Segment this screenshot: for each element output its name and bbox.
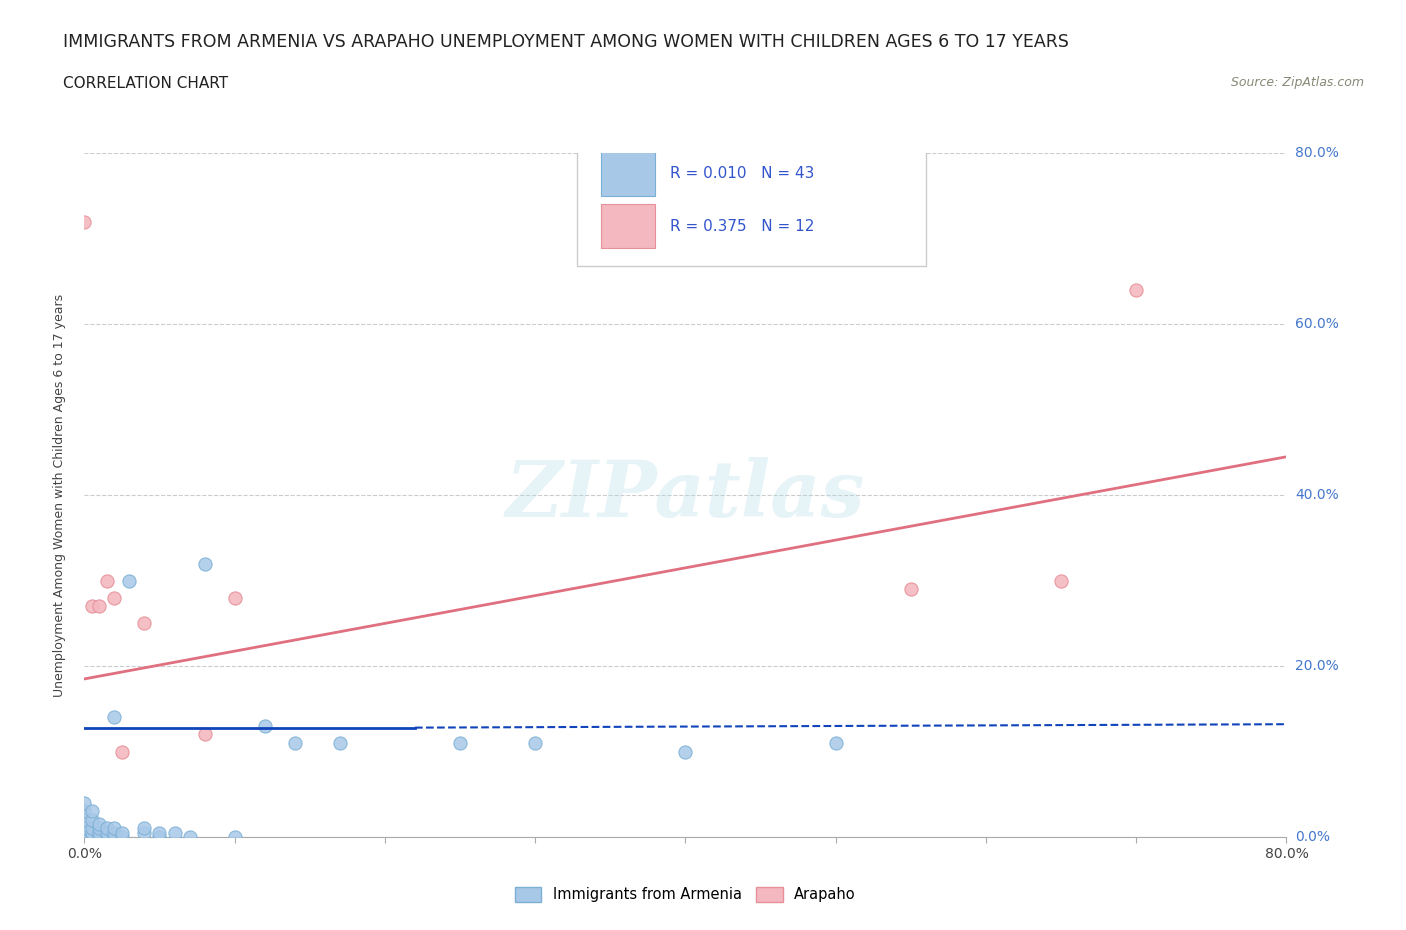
Point <box>73 813 96 828</box>
Point <box>824 736 846 751</box>
Point <box>103 591 125 605</box>
Point <box>194 556 217 571</box>
Point <box>194 727 217 742</box>
Point <box>329 736 352 751</box>
Text: R = 0.010   N = 43: R = 0.010 N = 43 <box>669 166 814 181</box>
Point <box>253 719 276 734</box>
Point <box>103 821 125 836</box>
Point <box>73 821 96 836</box>
Point <box>80 830 103 844</box>
Y-axis label: Unemployment Among Women with Children Ages 6 to 17 years: Unemployment Among Women with Children A… <box>53 294 66 697</box>
Point <box>103 710 125 724</box>
Point <box>80 813 103 828</box>
Point <box>89 825 111 840</box>
FancyBboxPatch shape <box>602 204 655 248</box>
Point <box>80 804 103 818</box>
Point <box>96 573 118 588</box>
Point <box>524 736 547 751</box>
Point <box>148 830 170 844</box>
Point <box>675 744 697 759</box>
Point <box>103 830 125 844</box>
Point <box>1125 283 1147 298</box>
Point <box>73 830 96 844</box>
Point <box>89 830 111 844</box>
Text: CORRELATION CHART: CORRELATION CHART <box>63 76 228 91</box>
Point <box>118 573 141 588</box>
Point <box>96 821 118 836</box>
Point <box>73 804 96 818</box>
Point <box>900 582 922 597</box>
Point <box>80 599 103 614</box>
Point <box>80 821 103 836</box>
Point <box>134 616 156 631</box>
Legend: Immigrants from Armenia, Arapaho: Immigrants from Armenia, Arapaho <box>509 882 862 909</box>
Point <box>163 825 186 840</box>
FancyBboxPatch shape <box>578 140 927 266</box>
Text: ZIPatlas: ZIPatlas <box>506 457 865 534</box>
Point <box>89 821 111 836</box>
Text: IMMIGRANTS FROM ARMENIA VS ARAPAHO UNEMPLOYMENT AMONG WOMEN WITH CHILDREN AGES 6: IMMIGRANTS FROM ARMENIA VS ARAPAHO UNEMP… <box>63 33 1069 50</box>
Text: 40.0%: 40.0% <box>1295 488 1339 502</box>
Point <box>111 825 134 840</box>
Point <box>96 825 118 840</box>
Point <box>80 825 103 840</box>
Point <box>73 795 96 810</box>
Point <box>224 591 246 605</box>
Point <box>1050 573 1073 588</box>
Point <box>134 821 156 836</box>
Point <box>111 744 134 759</box>
Text: 20.0%: 20.0% <box>1295 659 1339 673</box>
Point <box>284 736 307 751</box>
Point <box>89 817 111 831</box>
Point <box>73 215 96 230</box>
Point <box>96 830 118 844</box>
Point <box>179 830 201 844</box>
Point <box>224 830 246 844</box>
Text: Source: ZipAtlas.com: Source: ZipAtlas.com <box>1230 76 1364 89</box>
Point <box>111 830 134 844</box>
FancyBboxPatch shape <box>602 152 655 196</box>
Text: R = 0.375   N = 12: R = 0.375 N = 12 <box>669 219 814 233</box>
Point <box>103 825 125 840</box>
Point <box>89 599 111 614</box>
Point <box>449 736 471 751</box>
Point <box>148 825 170 840</box>
Text: 60.0%: 60.0% <box>1295 317 1339 331</box>
Point <box>134 825 156 840</box>
Text: 0.0%: 0.0% <box>1295 830 1330 844</box>
Text: 80.0%: 80.0% <box>1295 146 1339 161</box>
